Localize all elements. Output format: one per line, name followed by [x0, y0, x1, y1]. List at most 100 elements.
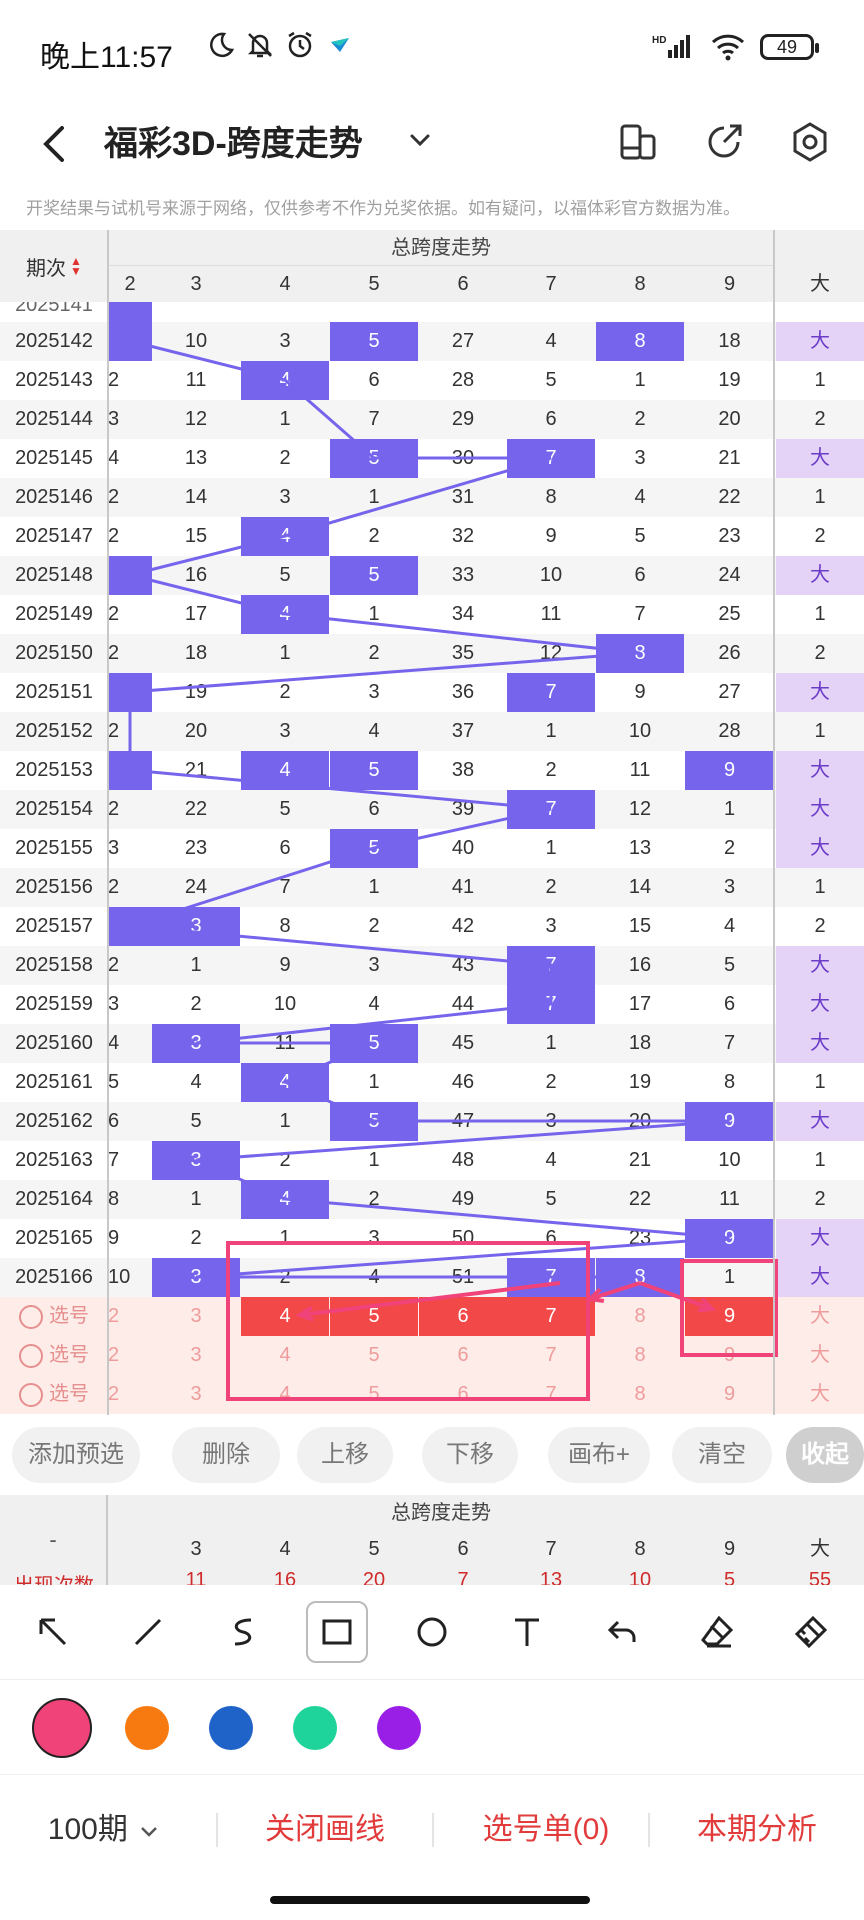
select-cell-span-6[interactable]: 6: [419, 1297, 507, 1336]
eraser-icon[interactable]: [686, 1601, 748, 1663]
action-button-0[interactable]: 添加预选: [12, 1427, 140, 1483]
trend-cell-span-7: 1: [545, 837, 557, 859]
select-cell-span-8[interactable]: 8: [634, 1344, 646, 1366]
trend-cell-span-3: 1: [190, 1188, 202, 1210]
separator: [648, 1813, 650, 1847]
select-cell-span-2[interactable]: 2: [108, 1344, 120, 1366]
summary-column-headers: 3 4 5 6 7 8 9 大: [108, 1531, 864, 1567]
close-draw-button[interactable]: 关闭画线: [265, 1813, 385, 1846]
selection-option[interactable]: 选号: [0, 1375, 108, 1414]
trend-cell-span-4: 7: [279, 876, 291, 898]
color-swatch-4[interactable]: [377, 1705, 421, 1750]
select-cell-span-9[interactable]: 9: [723, 1344, 736, 1366]
trend-cell-span-4: 1: [279, 408, 291, 430]
trend-cell-span-7: 2: [545, 1071, 557, 1093]
sort-icon[interactable]: ▲ ▼: [70, 254, 82, 278]
undo-icon[interactable]: [591, 1601, 653, 1663]
color-swatch-0[interactable]: [32, 1697, 92, 1758]
select-cell-span-2[interactable]: 2: [108, 1383, 120, 1405]
select-list-button[interactable]: 选号单(0): [482, 1813, 610, 1846]
action-button-5[interactable]: 清空: [672, 1427, 772, 1483]
trend-cell-span-7: 7: [507, 673, 595, 712]
action-button-4[interactable]: 画布+: [548, 1427, 650, 1483]
select-cell-span-6[interactable]: 6: [457, 1383, 469, 1405]
action-button-3[interactable]: 下移: [422, 1427, 518, 1483]
selection-row[interactable]: 选号 2 3 4 5 6 7 8 9 大: [0, 1336, 864, 1375]
period-column-header[interactable]: 期次 ▲ ▼: [0, 230, 108, 302]
trend-cell-span-9: 27: [718, 681, 741, 703]
color-swatch-2[interactable]: [209, 1705, 253, 1750]
trend-cell-span-5: 5: [330, 556, 418, 595]
color-swatch-1[interactable]: [125, 1705, 169, 1750]
trend-cell-span-6: 37: [451, 720, 475, 742]
select-cell-span-7[interactable]: 7: [545, 1344, 557, 1366]
radio-button[interactable]: [19, 1343, 43, 1368]
period-count-selector[interactable]: 100期: [30, 1775, 180, 1885]
trend-cell-span-5: 7: [368, 408, 380, 430]
arrow-tool-icon[interactable]: [22, 1601, 84, 1663]
selection-option[interactable]: 选号: [0, 1297, 108, 1336]
select-cell-span-7[interactable]: 7: [545, 1383, 557, 1405]
action-button-6[interactable]: 收起: [786, 1427, 864, 1483]
disclaimer-text: 开奖结果与试机号来源于网络，仅供参考不作为兑奖依据。如有疑问，以福体彩官方数据为…: [26, 199, 740, 218]
circle-tool-icon[interactable]: [401, 1601, 463, 1663]
column-header-row: 2 3 4 5 6 7 8 9 大: [108, 266, 864, 302]
select-cell-span-6[interactable]: 6: [457, 1344, 469, 1366]
action-button-1[interactable]: 删除: [172, 1427, 280, 1483]
home-indicator[interactable]: [270, 1896, 590, 1904]
summary-count: 7: [457, 1569, 469, 1585]
radio-button[interactable]: [19, 1304, 43, 1329]
select-cell-span-4[interactable]: 4: [241, 1297, 329, 1336]
select-cell-span-2[interactable]: 2: [108, 1305, 120, 1327]
action-button-2[interactable]: 上移: [297, 1427, 393, 1483]
select-cell-span-9[interactable]: 9: [685, 1297, 774, 1336]
select-cell-big[interactable]: 大: [810, 1383, 830, 1405]
trend-cell-span-3: 22: [184, 798, 208, 820]
select-cell-span-7[interactable]: 7: [507, 1297, 595, 1336]
selection-row[interactable]: 选号 2 3 4 5 6 7 8 9 大: [0, 1375, 864, 1414]
selection-row[interactable]: 选号 2 3 4 5 6 7 8 9 大: [0, 1297, 864, 1336]
line-tool-icon[interactable]: [117, 1601, 179, 1663]
select-cell-span-8[interactable]: 8: [634, 1305, 646, 1327]
selection-option[interactable]: 选号: [0, 1336, 108, 1375]
drawing-toolbar: [0, 1585, 864, 1680]
trend-cell-span-3: 3: [152, 1258, 240, 1297]
column-header-span-8: 8: [634, 273, 646, 295]
select-cell-span-9[interactable]: 9: [723, 1383, 736, 1405]
select-cell-span-3[interactable]: 3: [190, 1305, 202, 1327]
select-cell-span-3[interactable]: 3: [190, 1383, 202, 1405]
table-row: 2025162 6 5 1 5 47 3 20 9 大: [0, 1102, 864, 1141]
select-cell-span-5[interactable]: 5: [368, 1383, 380, 1405]
trend-cell-span-4: 8: [279, 915, 291, 937]
trend-cell-span-9: 10: [718, 1149, 741, 1171]
select-cell-big[interactable]: 大: [810, 1344, 830, 1366]
select-cell-span-8[interactable]: 8: [634, 1383, 646, 1405]
wifi-icon: [711, 34, 745, 61]
trend-cell-span-5: 5: [330, 322, 418, 361]
clear-brush-icon[interactable]: [780, 1601, 842, 1663]
page-title[interactable]: 福彩3D-跨度走势: [104, 125, 363, 163]
select-cell-span-4[interactable]: 4: [279, 1383, 291, 1405]
trend-cell-span-8: 23: [628, 1227, 652, 1249]
select-cell-span-5[interactable]: 5: [330, 1297, 418, 1336]
trend-cell-span-9: 5: [723, 954, 736, 976]
chevron-down-icon[interactable]: [400, 118, 440, 162]
select-cell-span-4[interactable]: 4: [279, 1344, 291, 1366]
chevron-down-icon: [141, 1827, 158, 1837]
select-cell-span-5[interactable]: 5: [368, 1344, 380, 1366]
back-icon[interactable]: [34, 118, 78, 170]
text-tool-icon[interactable]: [496, 1601, 558, 1663]
select-cell-big[interactable]: 大: [810, 1305, 830, 1327]
trend-cell-span-4: 9: [279, 954, 291, 976]
curve-tool-icon[interactable]: [212, 1601, 274, 1663]
trend-cell-span-6: 51: [451, 1266, 475, 1288]
rectangle-tool-icon[interactable]: [306, 1601, 368, 1663]
select-cell-span-3[interactable]: 3: [190, 1344, 202, 1366]
share-icon[interactable]: [694, 112, 754, 172]
color-swatch-3[interactable]: [293, 1705, 337, 1750]
period-analysis-button[interactable]: 本期分析: [697, 1813, 817, 1846]
settings-icon[interactable]: [780, 112, 840, 172]
layout-switch-icon[interactable]: [608, 112, 668, 172]
radio-button[interactable]: [19, 1382, 43, 1407]
trend-cell-span-3: 19: [184, 681, 208, 703]
